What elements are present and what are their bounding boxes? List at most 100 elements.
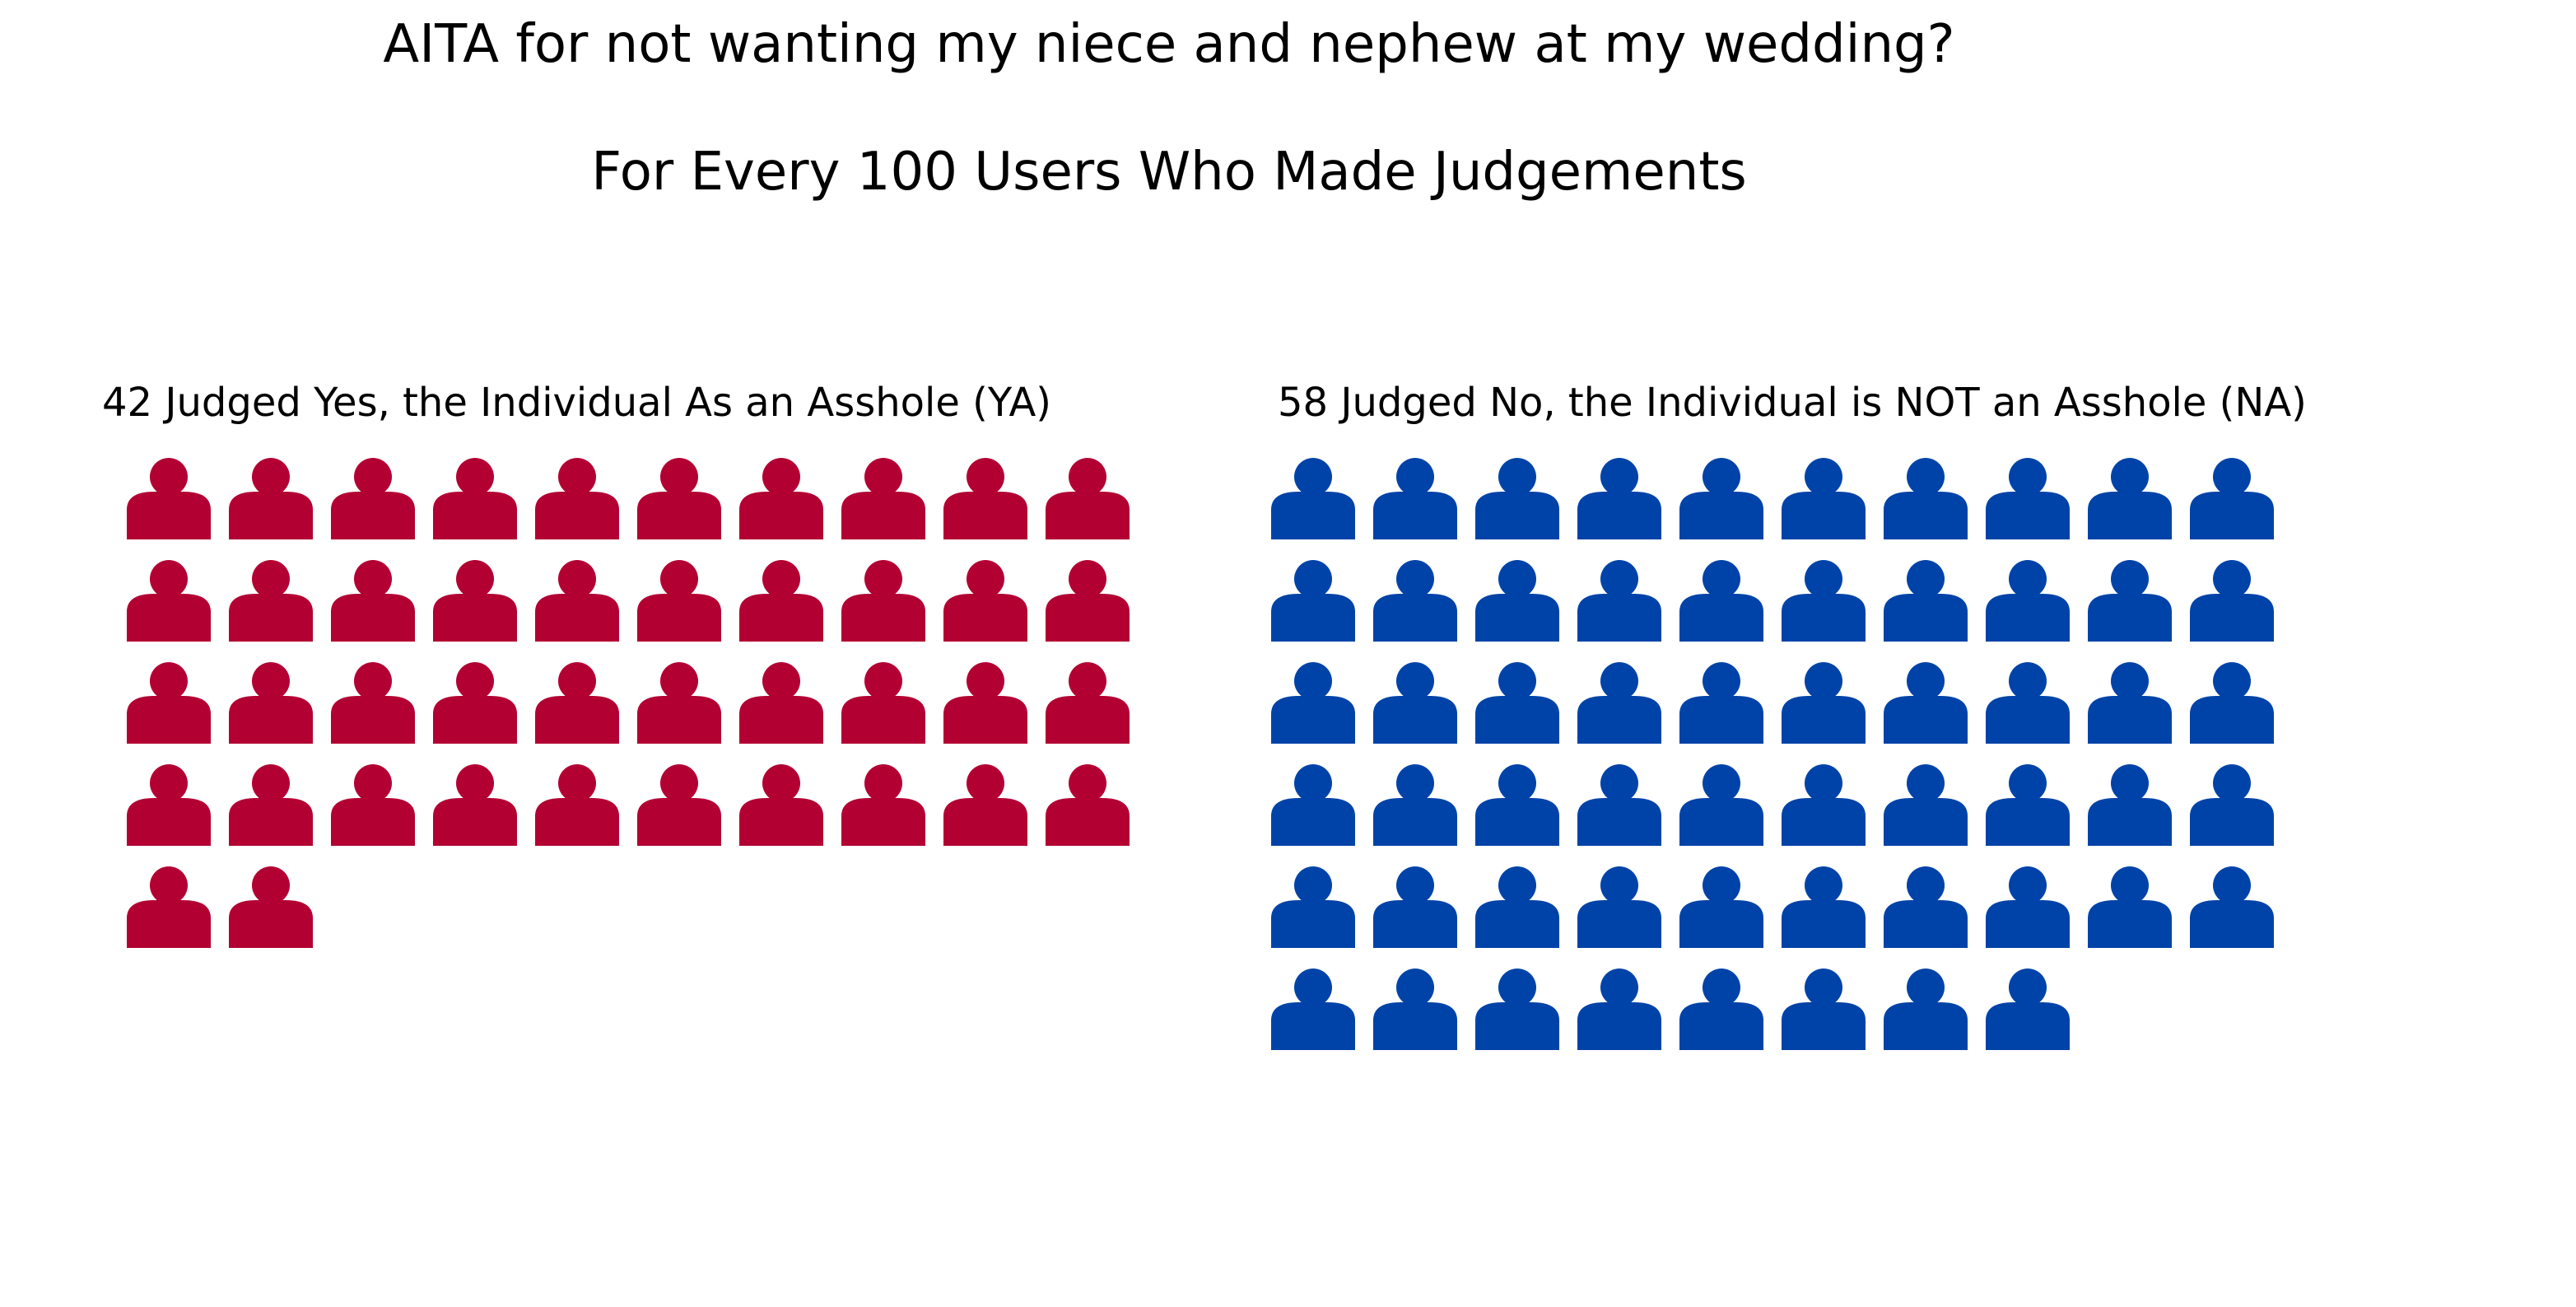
person-icon (1782, 458, 1866, 539)
person-icon (739, 764, 823, 846)
person-icon (229, 560, 313, 642)
person-icon (1884, 662, 1968, 744)
person-icon (1782, 764, 1866, 846)
person-icon (1986, 969, 2070, 1050)
person-icon (1679, 662, 1763, 744)
person-icon (433, 458, 517, 539)
person-icon (1475, 662, 1559, 744)
person-icon (1986, 866, 2070, 948)
person-icon (637, 764, 721, 846)
person-icon (535, 662, 619, 744)
person-icon (433, 662, 517, 744)
person-icon (637, 458, 721, 539)
person-icon (943, 662, 1027, 744)
person-icon (2088, 764, 2172, 846)
person-icon (1577, 458, 1661, 539)
person-icon (1271, 764, 1355, 846)
person-icon (1475, 866, 1559, 948)
group-2: 58 Judged No, the Individual is NOT an A… (1271, 380, 2307, 1050)
person-icon (433, 764, 517, 846)
person-icon (1046, 764, 1130, 846)
person-icon (331, 560, 415, 642)
person-icon (535, 458, 619, 539)
person-icon (2088, 866, 2172, 948)
person-icon (1475, 969, 1559, 1050)
person-icon (637, 560, 721, 642)
person-icon (433, 560, 517, 642)
person-icon (331, 458, 415, 539)
person-icon (1884, 458, 1968, 539)
person-icon (1271, 458, 1355, 539)
person-icon (637, 662, 721, 744)
person-icon (1475, 764, 1559, 846)
person-icon (229, 866, 313, 948)
person-icon (127, 458, 211, 539)
person-icon (1577, 969, 1661, 1050)
person-icon (1577, 560, 1661, 642)
person-icon (535, 560, 619, 642)
person-icon (739, 662, 823, 744)
person-icon (1782, 866, 1866, 948)
person-icon (739, 458, 823, 539)
person-icon (1475, 560, 1559, 642)
person-icon (229, 458, 313, 539)
person-icon (2190, 458, 2274, 539)
person-icon (943, 764, 1027, 846)
person-icon (2088, 458, 2172, 539)
person-icon (1782, 662, 1866, 744)
person-icon (2088, 662, 2172, 744)
person-icon (1679, 764, 1763, 846)
person-icon (1986, 662, 2070, 744)
person-icon (1782, 969, 1866, 1050)
person-icon (1884, 560, 1968, 642)
person-icon (1373, 662, 1457, 744)
person-icon (1046, 560, 1130, 642)
waffle-groups: 42 Judged Yes, the Individual As an Assh… (102, 380, 2307, 1050)
person-icon (1782, 560, 1866, 642)
person-icon (1271, 560, 1355, 642)
person-icon (1475, 458, 1559, 539)
person-icon (841, 662, 925, 744)
person-icon (841, 560, 925, 642)
chart-subtitle: For Every 100 Users Who Made Judgements (591, 142, 1747, 203)
person-icon (1884, 866, 1968, 948)
person-icon (1577, 662, 1661, 744)
person-icon (1373, 866, 1457, 948)
person-icon (331, 662, 415, 744)
person-icon (1986, 458, 2070, 539)
person-icon (1271, 662, 1355, 744)
person-icon (1679, 969, 1763, 1050)
person-icon (2190, 662, 2274, 744)
person-icon (841, 458, 925, 539)
group-label: 58 Judged No, the Individual is NOT an A… (1278, 380, 2307, 426)
person-icon (127, 662, 211, 744)
group-1: 42 Judged Yes, the Individual As an Assh… (102, 380, 1130, 948)
person-icon (1679, 866, 1763, 948)
group-label: 42 Judged Yes, the Individual As an Assh… (102, 380, 1051, 426)
person-icon (943, 560, 1027, 642)
person-icon (1373, 458, 1457, 539)
person-icon (127, 866, 211, 948)
person-icon (1577, 764, 1661, 846)
person-icon (1373, 560, 1457, 642)
person-icon (1373, 969, 1457, 1050)
person-icon (2088, 560, 2172, 642)
person-icon (1271, 866, 1355, 948)
person-icon (2190, 866, 2274, 948)
person-icon (1884, 764, 1968, 846)
person-icon (2190, 764, 2274, 846)
person-icon (127, 764, 211, 846)
person-icon (1577, 866, 1661, 948)
person-icon (1271, 969, 1355, 1050)
person-icon (127, 560, 211, 642)
person-icon (739, 560, 823, 642)
person-icon (229, 764, 313, 846)
person-icon (1986, 560, 2070, 642)
person-icon (229, 662, 313, 744)
person-icon (1884, 969, 1968, 1050)
person-icon (1046, 662, 1130, 744)
person-icon (943, 458, 1027, 539)
person-icon (535, 764, 619, 846)
person-icon (1679, 560, 1763, 642)
chart-title: AITA for not wanting my niece and nephew… (383, 14, 1954, 75)
